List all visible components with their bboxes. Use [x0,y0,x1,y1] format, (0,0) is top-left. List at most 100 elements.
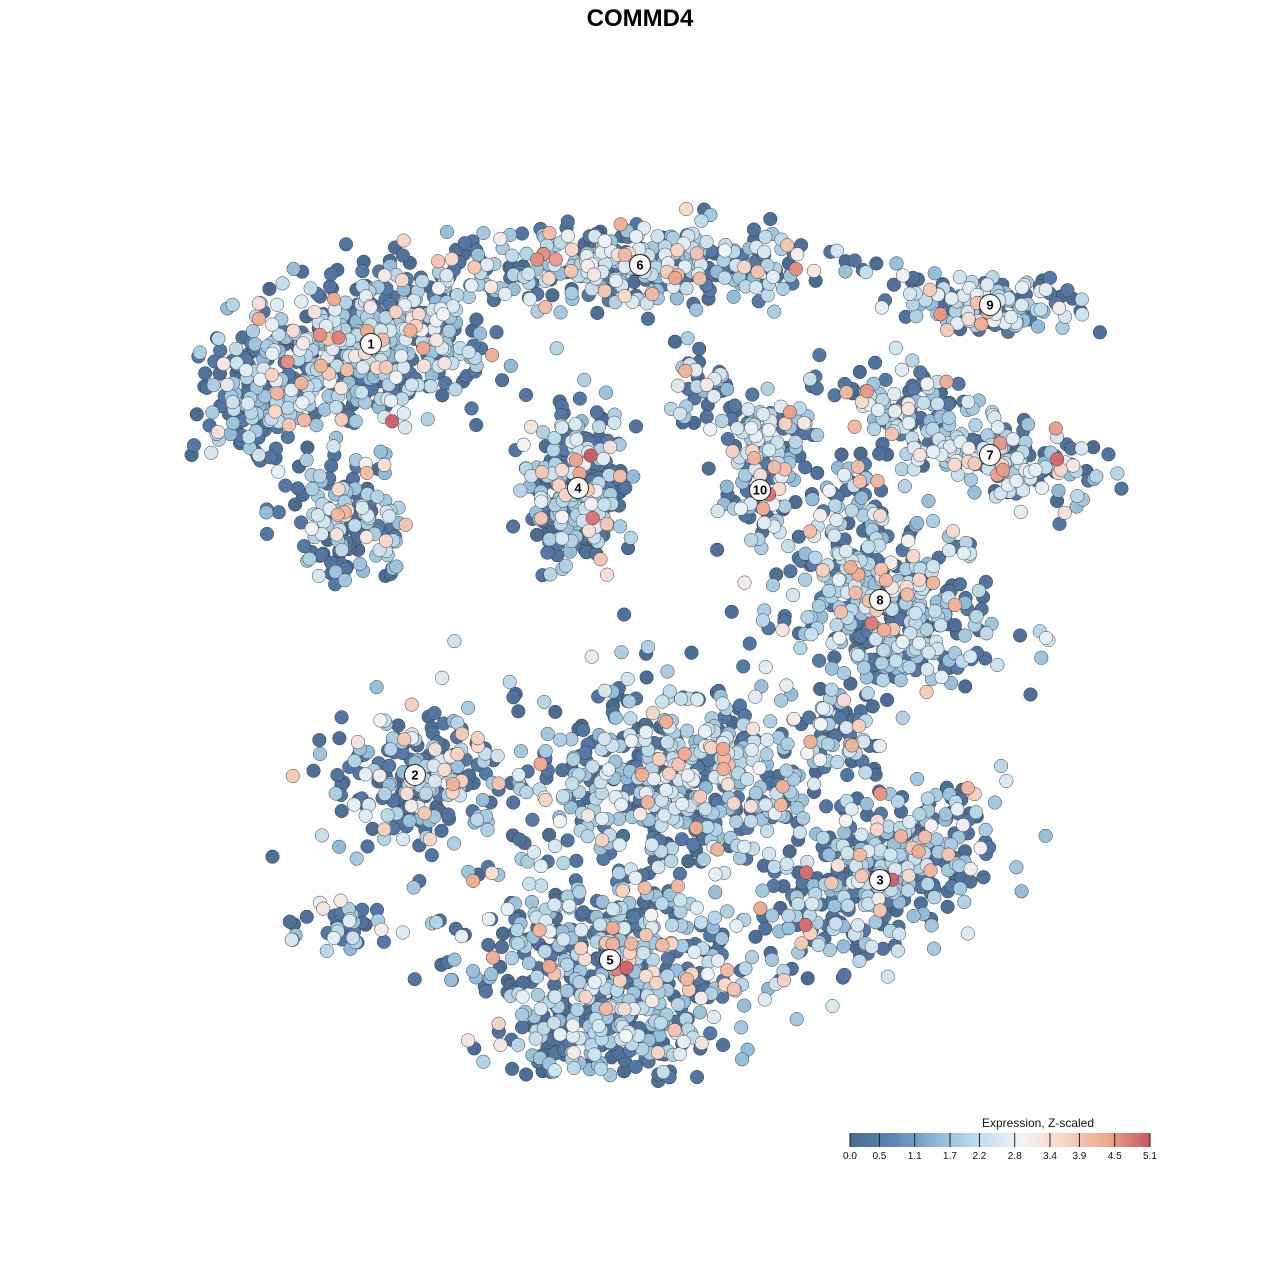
legend-tick-label: 1.7 [943,1151,957,1162]
data-point [379,360,394,375]
data-point [761,423,776,438]
data-point [867,422,882,437]
data-point [861,539,876,554]
data-point [511,1037,526,1052]
data-point [619,960,634,975]
data-point [526,845,541,860]
data-point [825,999,840,1014]
data-point [475,792,490,807]
data-point [783,564,798,579]
data-point [573,941,588,956]
data-point [439,268,454,283]
data-point [530,987,545,1002]
data-point [963,472,978,487]
data-point [798,572,813,587]
data-point [976,870,991,885]
data-point [547,1063,562,1078]
data-point [578,989,593,1005]
data-point [850,647,865,663]
cluster-label-badge [869,589,891,611]
data-point [774,693,789,708]
data-point [958,679,973,694]
data-point [558,558,573,573]
data-point [671,757,686,772]
data-point [870,822,885,837]
data-point [873,786,888,801]
data-point [510,936,525,951]
data-point [506,795,521,810]
data-point [779,763,794,778]
data-point [894,362,909,377]
data-point [536,425,551,440]
data-point [568,453,583,468]
cluster-label-badge [404,764,426,786]
data-point [614,645,629,660]
data-point [284,932,299,947]
data-point [613,217,628,232]
data-point [555,509,570,525]
data-point [873,508,888,523]
data-point [767,859,782,874]
data-point [780,736,795,752]
data-point [650,1045,666,1060]
data-point [311,568,326,583]
data-point [878,573,893,588]
data-point [734,1020,749,1035]
data-point [262,281,277,296]
data-point [968,418,983,433]
data-point [782,844,797,859]
data-point [307,305,322,320]
cluster-label-text: 3 [876,873,883,888]
data-point [854,490,869,505]
data-point [819,799,834,814]
data-point [957,628,972,643]
data-point [689,900,704,915]
data-point [776,281,791,296]
data-point [565,776,580,791]
data-point [676,1034,691,1049]
data-point [493,1037,508,1052]
data-point [843,676,858,691]
data-point [626,469,641,484]
data-point [822,483,837,498]
data-point [941,410,956,425]
data-point [617,607,632,622]
data-point [382,509,397,524]
data-point [812,348,827,363]
data-point [831,572,846,587]
data-point [597,731,612,746]
data-point [655,694,670,709]
data-point [515,1007,530,1022]
data-point [312,733,327,748]
data-point [708,885,723,900]
data-point [838,264,853,279]
data-point [902,815,917,830]
data-point [834,447,849,462]
data-point [693,789,708,804]
data-point [585,759,600,774]
data-point [328,786,343,801]
data-point [903,286,918,301]
data-point [659,714,674,729]
data-point [1092,325,1107,340]
data-point [883,555,899,570]
data-point [833,605,848,620]
data-point [895,710,910,725]
data-point [967,485,982,500]
data-point [484,279,499,294]
data-point [198,366,213,381]
data-point [803,524,818,539]
data-point [385,414,400,429]
data-point [859,796,874,812]
data-point [513,744,528,759]
data-point [906,549,921,564]
data-point [391,718,406,733]
data-point [953,881,968,896]
data-point [438,376,453,391]
data-point [614,797,629,812]
data-point [424,848,439,863]
data-point [566,1045,581,1060]
data-point [560,833,575,848]
data-point [940,899,955,914]
data-point [926,444,941,459]
